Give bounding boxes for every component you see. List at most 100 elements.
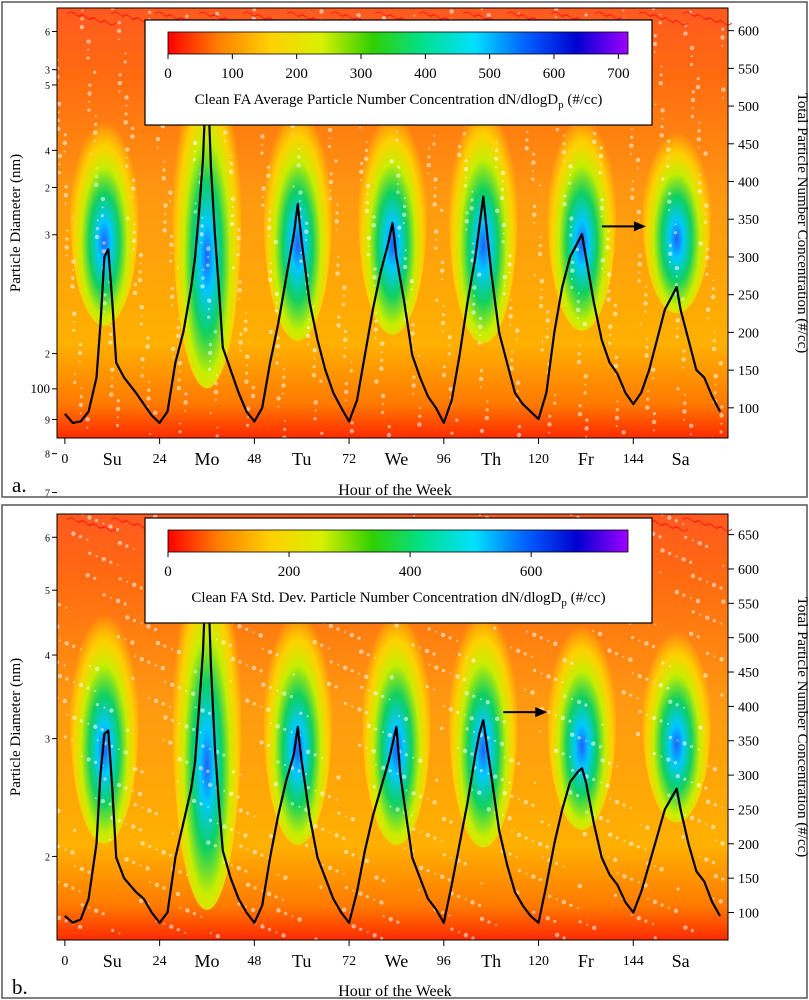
colorbar-label: Clean FA Std. Dev. Particle Number Conce… (191, 590, 605, 609)
daily-peak-Tu (263, 90, 332, 341)
daily-peak-Fr (547, 100, 616, 331)
y2-tick-label: 450 (738, 138, 759, 153)
daily-peak-We (362, 594, 431, 845)
y2-tick-label: 400 (738, 176, 759, 191)
y2-tick-label: 100 (738, 907, 759, 922)
y-tick-label: 4 (45, 651, 50, 662)
y2-tick-label: 600 (738, 25, 759, 40)
daily-peak-Fr (547, 609, 616, 830)
total-concentration-line (64, 547, 722, 924)
y2-tick-label: 300 (738, 769, 759, 784)
panel-label: b. (12, 975, 28, 999)
y-tick-label: 3 (45, 735, 50, 746)
x-tick-label: 144 (623, 452, 644, 467)
colorbar-tick-label: 500 (478, 66, 501, 82)
y2-tick-label: 100 (738, 402, 759, 417)
colorbar-tick-label: 700 (607, 66, 630, 82)
day-label: Tu (292, 951, 311, 971)
y2-tick-label: 450 (738, 666, 759, 681)
x-axis-label: Hour of the Week (338, 983, 452, 1000)
y2-tick-label: 600 (738, 563, 759, 578)
x-tick-label: 48 (247, 954, 261, 969)
y2-tick-label: 300 (738, 251, 759, 266)
colorbar-tick-label: 200 (278, 564, 301, 580)
y-tick-label: 2 (45, 852, 50, 863)
y2-tick-label: 500 (738, 632, 759, 647)
x-tick-label: 96 (437, 452, 451, 467)
y2-tick-label: 250 (738, 803, 759, 818)
y2-tick-label: 200 (738, 326, 759, 341)
y-tick-label: 3 (45, 231, 50, 242)
y2-tick-label: 250 (738, 289, 759, 304)
y-tick-label: 2 (45, 183, 50, 194)
colorbar-tick-label: 0 (164, 66, 172, 82)
daily-peak-Sa (642, 118, 711, 314)
y-tick-label: 5 (45, 81, 50, 92)
y-tick-label: 8 (45, 450, 50, 461)
y2-axis-label: Total Particle Number Concentration (#/c… (794, 597, 809, 858)
x-tick-label: 120 (528, 954, 549, 969)
colorbar-gradient (167, 529, 629, 553)
y-tick-label: 3 (45, 66, 50, 77)
day-label: Mo (194, 449, 219, 469)
y-tick-label: 6 (45, 533, 50, 544)
x-tick-label: 96 (437, 954, 451, 969)
daily-peak-Tu (263, 594, 332, 845)
annotation-arrowhead (535, 707, 548, 718)
day-label: Fr (578, 951, 594, 971)
y-tick-label: 6 (45, 27, 50, 38)
daily-peak-Sa (642, 617, 711, 823)
y2-tick-label: 150 (738, 364, 759, 379)
total-concentration-line (64, 59, 722, 424)
y-axis-label: Particle Diameter (nm) (8, 658, 24, 796)
y2-tick-label: 650 (738, 529, 759, 544)
day-label: Sa (672, 951, 690, 971)
y2-tick-label: 550 (738, 62, 759, 77)
y-tick-label: 7 (45, 488, 50, 499)
y-tick-label: 4 (45, 146, 50, 157)
colorbar-tick-label: 400 (414, 66, 437, 82)
plot-frame (56, 513, 729, 941)
colorbar: 0 200 400 600 Clean FA Std. Dev. Particle Nu… (144, 517, 653, 624)
y2-tick-label: 550 (738, 597, 759, 612)
colorbar-tick-label: 200 (285, 66, 308, 82)
x-axis-label: Hour of the Week (338, 482, 452, 499)
colorbar-tick-label: 0 (164, 564, 172, 580)
day-label: Mo (194, 951, 219, 971)
y2-tick-label: 150 (738, 872, 759, 887)
day-label: Su (103, 449, 122, 469)
x-tick-label: 24 (153, 452, 167, 467)
daily-peak-Th (449, 88, 518, 344)
colorbar-tick-label: 100 (221, 66, 244, 82)
y-tick-label: 100 (31, 381, 51, 396)
x-tick-label: 120 (528, 452, 549, 467)
daily-peak-We (358, 97, 427, 335)
y-tick-label: 5 (45, 586, 50, 597)
y2-tick-label: 500 (738, 100, 759, 115)
daily-peak-Mo (172, 43, 241, 389)
day-label: Fr (578, 449, 594, 469)
day-label: Tu (292, 449, 311, 469)
total-concentration-series (64, 59, 722, 424)
axes: 024487296120144SuMoTuWeThFrSa23456789100… (8, 7, 809, 469)
y2-tick-label: 400 (738, 700, 759, 715)
colorbar-tick-label: 600 (543, 66, 566, 82)
daily-peak-Mo (172, 529, 241, 910)
y2-tick-label: 200 (738, 838, 759, 853)
annotation-arrowhead (633, 221, 646, 232)
y2-tick-label: 350 (738, 213, 759, 228)
y-axis-label: Particle Diameter (nm) (8, 154, 24, 292)
daily-peak-Su (70, 596, 139, 844)
x-tick-label: 144 (623, 954, 644, 969)
x-tick-label: 24 (153, 954, 167, 969)
total-concentration-series (64, 547, 722, 924)
day-label: Sa (672, 449, 690, 469)
colorbar-label: Clean FA Average Particle Number Concent… (195, 92, 603, 111)
x-tick-label: 72 (342, 452, 356, 467)
x-tick-label: 0 (61, 954, 68, 969)
day-label: Th (481, 449, 501, 469)
